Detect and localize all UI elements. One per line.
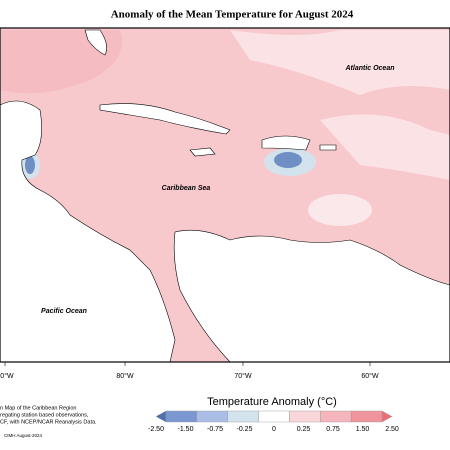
colorbar-segment <box>320 410 352 423</box>
legend-tick-label: 0.25 <box>297 426 311 433</box>
ocean-label: Pacific Ocean <box>41 308 87 315</box>
legend-tick-label: -2.50 <box>148 426 164 433</box>
warm-anomaly <box>0 30 122 94</box>
map: Atlantic Ocean Caribbean Sea Pacific Oce… <box>0 27 450 363</box>
light-anomaly <box>230 30 450 95</box>
legend-title: Temperature Anomaly (°C) <box>207 396 337 408</box>
longitude-label: 60°W <box>361 372 379 380</box>
map-frame <box>0 27 450 363</box>
legend-tick-label: 0.75 <box>326 426 340 433</box>
legend-tick-label: 1.50 <box>356 426 370 433</box>
note-line: CF, with NCEP/NCAR Reanalysis Data. <box>0 419 97 425</box>
legend-tick-label: -1.50 <box>178 426 194 433</box>
credit: CIMH August-2024 <box>4 433 43 438</box>
colorbar-segment <box>258 410 290 423</box>
colorbar-segment <box>165 410 198 423</box>
colorbar-segment <box>227 410 259 423</box>
longitude-label: 90°W <box>0 372 14 380</box>
note-line: regating station based observations, <box>0 412 89 418</box>
longitude-labels: 90°W 80°W 70°W 60°W <box>0 362 379 380</box>
colorbar-end <box>381 410 393 423</box>
legend: -2.50 -1.50 -0.75 -0.25 0 0.25 0.75 1.50 2.50 <box>148 410 399 433</box>
note-line: n Map of the Caribbean Region <box>0 405 76 411</box>
longitude-label: 80°W <box>116 372 134 380</box>
longitude-label: 70°W <box>234 372 252 380</box>
land <box>0 29 450 363</box>
colorbar-segment <box>196 410 228 423</box>
legend-tick-label: 2.50 <box>385 426 399 433</box>
light-anomaly <box>308 194 372 226</box>
notes: n Map of the Caribbean Region regating s… <box>0 405 97 438</box>
ocean-label: Atlantic Ocean <box>344 65 394 72</box>
colorbar-segment <box>289 410 321 423</box>
cool-anomaly <box>25 156 35 174</box>
legend-tick-label: -0.75 <box>207 426 223 433</box>
light-anomaly <box>320 114 450 180</box>
colorbar-end <box>155 410 167 423</box>
title: Anomaly of the Mean Temperature for Augu… <box>111 9 354 21</box>
legend-tick-label: 0 <box>272 426 276 433</box>
legend-tick-label: -0.25 <box>237 426 253 433</box>
ocean-label: Caribbean Sea <box>162 185 211 192</box>
colorbar-segment <box>350 410 383 423</box>
cool-anomaly <box>274 152 302 168</box>
